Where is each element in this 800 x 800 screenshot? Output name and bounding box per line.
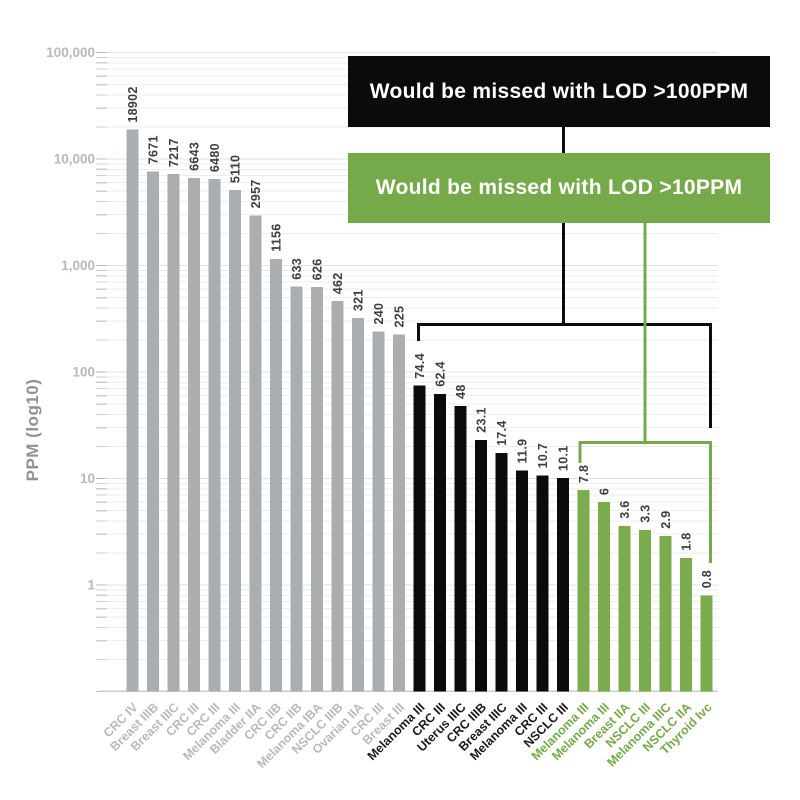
bar-value-label: 6480 xyxy=(208,143,222,172)
bar-value-label: 5110 xyxy=(229,155,243,183)
y-tick-label: 10 xyxy=(80,471,95,486)
bar-gray xyxy=(393,334,405,692)
bar-value-label: 626 xyxy=(311,258,325,280)
bar-green xyxy=(598,502,610,692)
bar-green xyxy=(577,490,590,692)
bar-green xyxy=(700,595,713,692)
bar-gray xyxy=(167,174,180,692)
bar-value-label: 3.6 xyxy=(618,501,632,519)
bar-value-label: 74.4 xyxy=(413,353,427,379)
bar-value-label: 62.4 xyxy=(434,361,448,387)
bar-value-label: 6643 xyxy=(188,142,202,171)
bar-value-label: 7217 xyxy=(167,138,181,167)
bar-value-label: 225 xyxy=(393,306,407,328)
bar-value-label: 0.8 xyxy=(700,570,714,588)
callout-lod-100ppm: Would be missed with LOD >100PPM xyxy=(348,56,770,127)
bar-value-label: 18902 xyxy=(126,86,140,122)
bar-value-label: 2957 xyxy=(249,179,263,208)
bar-green xyxy=(618,525,631,692)
bar-value-label: 7.8 xyxy=(577,465,591,483)
bar-value-label: 17.4 xyxy=(495,420,509,446)
bar-gray xyxy=(208,179,221,692)
y-tick-label: 1,000 xyxy=(61,258,95,273)
bar-green xyxy=(659,535,672,692)
bar-value-label: 3.3 xyxy=(639,505,653,523)
bar-gray xyxy=(290,286,303,692)
bar-gray xyxy=(229,190,241,692)
bar-value-label: 1.8 xyxy=(680,533,694,551)
bar-value-label: 10.7 xyxy=(536,443,550,469)
bar-value-label: 1156 xyxy=(270,223,284,251)
bar-value-label: 240 xyxy=(372,303,386,325)
bar-gray xyxy=(270,258,282,692)
bar-value-label: 633 xyxy=(290,258,304,280)
bar-value-label: 462 xyxy=(331,272,345,294)
bar-gray xyxy=(311,287,323,692)
y-tick-label: 100 xyxy=(72,365,95,380)
y-tick-label: 10,000 xyxy=(54,152,95,167)
bracket-lod10 xyxy=(578,441,712,563)
bar-gray xyxy=(352,318,364,692)
bar-black xyxy=(413,385,426,692)
y-tick-label: 1 xyxy=(87,578,95,593)
bar-gray xyxy=(331,301,344,692)
bar-gray xyxy=(372,331,385,692)
callout-lod-10ppm: Would be missed with LOD >10PPM xyxy=(348,153,770,223)
bar-gray xyxy=(126,129,139,692)
bar-value-label: 48 xyxy=(454,384,468,399)
bracket-lod100 xyxy=(417,323,712,428)
bar-gray xyxy=(249,215,262,692)
y-tick-label: 100,000 xyxy=(46,45,95,60)
bar-value-label: 321 xyxy=(352,289,366,311)
bar-value-label: 10.1 xyxy=(557,445,571,471)
bar-black xyxy=(516,470,528,692)
bar-value-label: 2.9 xyxy=(659,511,673,529)
bar-green xyxy=(680,557,692,692)
bar-black xyxy=(557,478,569,692)
bar-black xyxy=(475,439,487,692)
bar-black xyxy=(536,475,549,692)
bar-value-label: 11.9 xyxy=(516,439,530,464)
bar-black xyxy=(454,405,467,692)
bar-value-label: 6 xyxy=(598,488,612,495)
bar-black xyxy=(495,452,508,692)
bar-value-label: 7671 xyxy=(147,135,161,164)
bar-value-label: 23.1 xyxy=(475,407,489,433)
bar-black xyxy=(434,393,446,692)
bar-green xyxy=(639,529,651,692)
bar-gray xyxy=(188,177,200,692)
bar-gray xyxy=(147,171,159,692)
y-axis-title: PPM (log10) xyxy=(23,379,42,482)
